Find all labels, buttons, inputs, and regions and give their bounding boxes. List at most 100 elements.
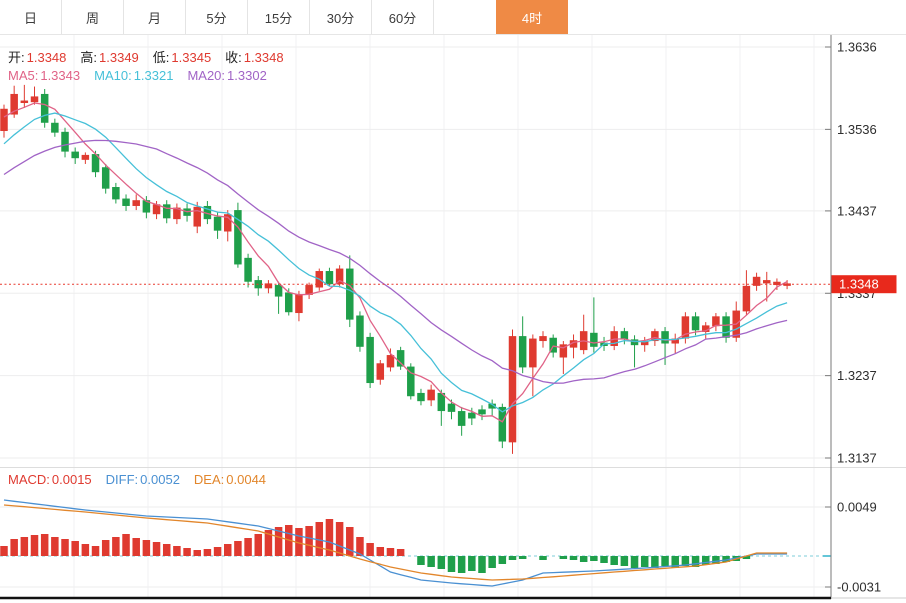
macd-bar <box>468 556 476 571</box>
macd-bar <box>213 547 222 556</box>
macd-bar <box>193 550 201 556</box>
macd-bar <box>701 556 710 565</box>
macd-bar <box>61 539 69 556</box>
macd-bar <box>305 526 313 556</box>
macd-bar <box>51 537 59 556</box>
candle-body <box>671 338 679 344</box>
candle-body <box>559 344 568 358</box>
ma20-value: 1.3302 <box>227 68 267 83</box>
candle-body <box>142 200 151 213</box>
candle-body <box>223 214 232 232</box>
macd-bar <box>569 556 578 560</box>
ma-legend: MA5: 1.3343 MA10: 1.3321 MA20: 1.3302 <box>8 68 267 83</box>
macd-histogram <box>0 519 751 573</box>
candle-body <box>193 206 201 227</box>
macd-bar <box>518 556 527 559</box>
candle-body <box>356 315 364 347</box>
macd-label: MACD: <box>8 472 50 487</box>
macd-bar <box>0 546 8 556</box>
ma5-value: 1.3343 <box>40 68 81 83</box>
price-tick-label: 1.3237 <box>837 368 877 383</box>
open-value: 1.3348 <box>26 50 67 65</box>
macd-bar <box>112 537 120 556</box>
candle-body <box>468 412 476 419</box>
candle-body <box>407 366 415 397</box>
candle-body <box>101 167 110 189</box>
candle-body <box>71 151 79 159</box>
macd-bar <box>376 547 385 556</box>
candle-body <box>30 96 39 103</box>
ma10-value: 1.3321 <box>133 68 174 83</box>
candle-body <box>518 336 527 368</box>
high-label: 高: <box>80 50 98 65</box>
dea-label: DEA: <box>193 472 225 487</box>
candle-body <box>752 276 761 286</box>
low-value: 1.3345 <box>171 50 212 65</box>
candle-body <box>346 268 354 320</box>
macd-bar <box>223 544 232 556</box>
macd-bar <box>620 556 629 566</box>
macd-bar <box>590 556 598 561</box>
macd-bar <box>457 556 466 573</box>
macd-axis-labels: 0.0049 -0.0031 <box>825 500 881 595</box>
candle-body <box>661 331 669 344</box>
macd-bar <box>630 556 639 568</box>
macd-bar <box>356 537 364 556</box>
candle-body <box>285 292 293 313</box>
macd-bar <box>274 527 283 556</box>
macd-bar <box>742 556 751 559</box>
candle-body <box>539 336 547 342</box>
candle-body <box>529 338 537 368</box>
price-tick-label: 1.3437 <box>837 203 877 218</box>
main-chart-canvas[interactable]: 1.36361.35361.34371.33371.32371.31371.33… <box>0 35 906 467</box>
candle-body <box>325 271 334 285</box>
candle-body <box>773 281 781 286</box>
candle-body <box>457 411 466 426</box>
ma20-label: MA20: <box>187 68 226 83</box>
candle-body <box>681 316 690 339</box>
macd-bar <box>488 556 496 568</box>
ma5-label: MA5: <box>8 68 39 83</box>
candle-body <box>640 341 649 346</box>
macd-bar <box>366 543 374 556</box>
tab-month[interactable]: 月 <box>124 0 186 34</box>
candle-body <box>0 108 8 132</box>
candle-body <box>10 93 18 115</box>
period-toolbar: 日 周 月 5分 15分 30分 60分 4时 <box>0 0 906 35</box>
candle-body <box>569 340 578 348</box>
candle-body <box>488 403 496 409</box>
candle-body <box>447 403 456 412</box>
price-tick-label: 1.3137 <box>837 451 877 466</box>
tab-60min[interactable]: 60分 <box>372 0 434 34</box>
candle-body <box>264 283 273 289</box>
macd-bar <box>681 556 690 566</box>
candle-body <box>173 207 181 220</box>
dea-line <box>3 504 788 581</box>
tab-30min[interactable]: 30分 <box>310 0 372 34</box>
tab-4hour-active[interactable]: 4时 <box>496 0 568 34</box>
candle-body <box>620 331 629 340</box>
macd-bar <box>132 538 140 556</box>
macd-bar <box>559 556 568 559</box>
candle-body <box>40 93 49 123</box>
candle-body <box>376 363 385 380</box>
dea-value: 0.0044 <box>226 472 267 487</box>
macd-chart-canvas[interactable]: 0.0049 -0.0031 <box>0 467 906 603</box>
macd-bar <box>671 556 679 568</box>
candle-body <box>112 187 120 200</box>
macd-bar <box>81 544 90 556</box>
tab-week[interactable]: 周 <box>62 0 124 34</box>
candle-body <box>335 268 344 285</box>
macd-bar <box>234 541 242 556</box>
ma10-label: MA10: <box>94 68 132 83</box>
macd-bar <box>427 556 435 567</box>
ma5-line <box>3 102 788 423</box>
candle-body <box>162 204 171 219</box>
candle-body <box>61 131 69 152</box>
macd-bar <box>478 556 486 573</box>
macd-bar <box>10 539 18 556</box>
tab-day[interactable]: 日 <box>0 0 62 34</box>
tab-15min[interactable]: 15分 <box>248 0 310 34</box>
tab-5min[interactable]: 5分 <box>186 0 248 34</box>
